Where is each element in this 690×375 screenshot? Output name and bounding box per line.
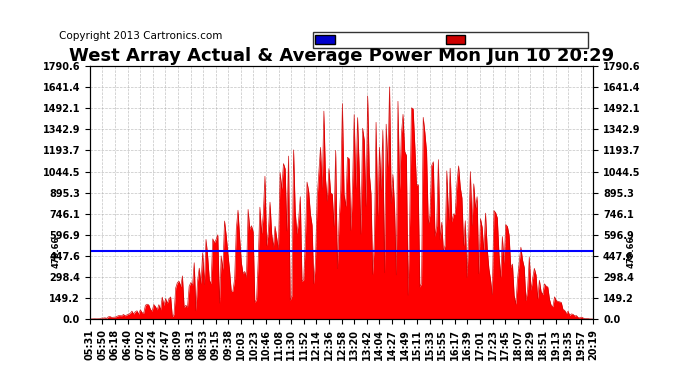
Text: Copyright 2013 Cartronics.com: Copyright 2013 Cartronics.com	[59, 32, 222, 41]
Title: West Array Actual & Average Power Mon Jun 10 20:29: West Array Actual & Average Power Mon Ju…	[69, 46, 614, 64]
Text: 479.66: 479.66	[627, 235, 635, 268]
Text: 479.66: 479.66	[51, 235, 60, 268]
Legend: Average  (DC Watts), West Array  (DC Watts): Average (DC Watts), West Array (DC Watts…	[313, 32, 589, 48]
